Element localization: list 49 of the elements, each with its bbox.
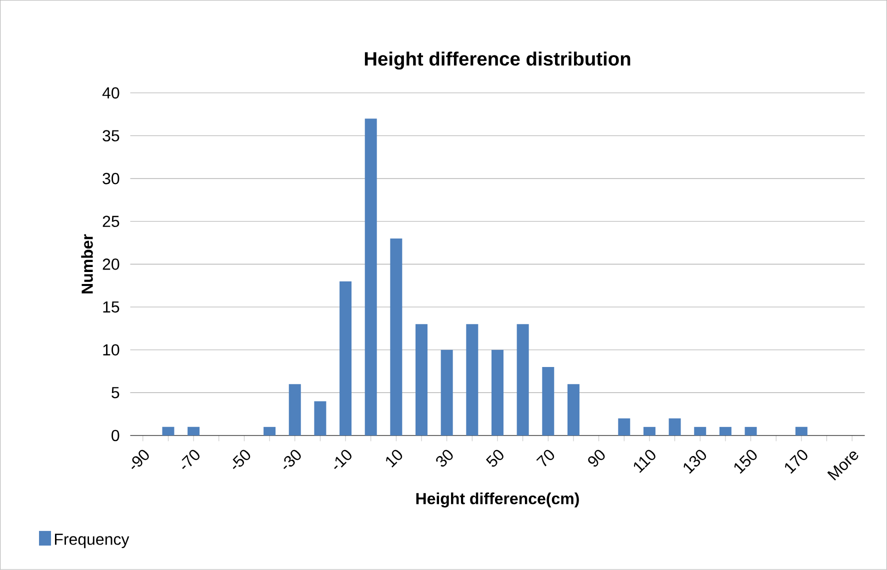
y-tick-label: 25 xyxy=(102,216,120,228)
y-tick-label: 5 xyxy=(112,387,120,398)
x-tick-label: 30 xyxy=(436,450,453,467)
y-axis-title: Number xyxy=(81,234,93,294)
bar xyxy=(542,367,554,436)
x-tick-label: 170 xyxy=(785,450,808,474)
bar xyxy=(288,384,301,436)
bar xyxy=(364,118,377,436)
x-tick-label: 130 xyxy=(684,450,706,474)
y-tick-label: 10 xyxy=(103,344,120,356)
x-tick-label: 50 xyxy=(486,450,504,467)
bar xyxy=(643,427,656,436)
x-tick-label: -50 xyxy=(232,450,250,470)
bar xyxy=(744,427,757,436)
x-tick-label: 110 xyxy=(634,450,656,474)
bar xyxy=(314,401,326,436)
y-tick-label: 15 xyxy=(103,302,120,313)
y-tick-label: 30 xyxy=(102,173,120,184)
x-tick-label: -30 xyxy=(283,450,301,470)
bar xyxy=(340,281,352,436)
bar xyxy=(567,384,580,436)
legend-label: Frequency xyxy=(54,534,130,548)
x-axis-title: Height difference(cm) xyxy=(416,492,579,508)
x-tick-label: 90 xyxy=(588,450,605,467)
y-tick-label: 40 xyxy=(102,87,120,99)
y-tick-label: 20 xyxy=(102,258,120,270)
bar xyxy=(795,427,808,436)
y-tick-label: 0 xyxy=(112,430,120,442)
bar xyxy=(491,350,504,436)
bar xyxy=(440,350,453,436)
bar xyxy=(466,324,478,436)
bar xyxy=(416,324,428,436)
x-tick-label: 70 xyxy=(536,450,554,466)
bar xyxy=(668,418,681,436)
y-tick-label: 35 xyxy=(102,130,120,142)
x-tick-label: -70 xyxy=(182,450,200,470)
bar xyxy=(516,324,529,436)
chart-title: Height difference distribution xyxy=(364,52,630,70)
x-tick-label: 150 xyxy=(734,450,757,474)
x-tick-label: 10 xyxy=(386,450,402,468)
bar xyxy=(188,427,200,436)
bar xyxy=(719,427,732,436)
x-tick-label: -10 xyxy=(334,450,352,470)
bar xyxy=(618,418,630,436)
bar xyxy=(162,427,174,436)
bar xyxy=(694,427,706,436)
bar xyxy=(390,238,402,436)
bar xyxy=(264,427,276,436)
x-tick-label: -90 xyxy=(132,450,149,470)
